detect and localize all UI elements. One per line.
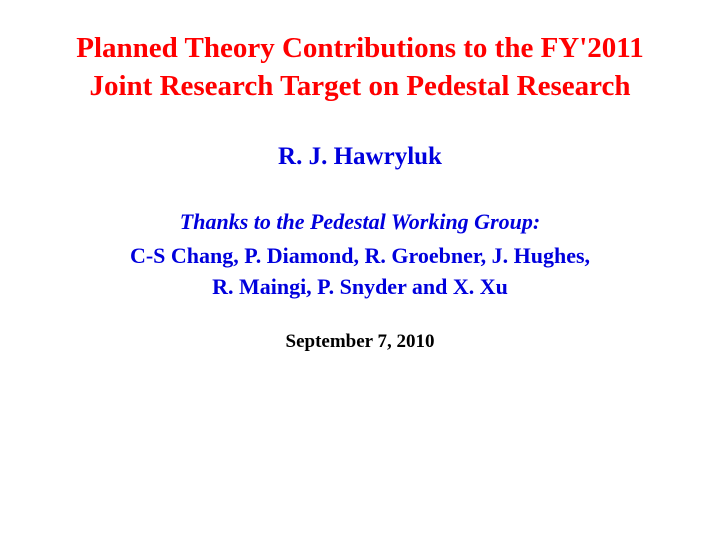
contributors-line-1: C-S Chang, P. Diamond, R. Groebner, J. H…	[130, 241, 590, 272]
contributors-block: C-S Chang, P. Diamond, R. Groebner, J. H…	[130, 241, 590, 303]
author-name: R. J. Hawryluk	[278, 143, 442, 171]
slide-title: Planned Theory Contributions to the FY'2…	[50, 30, 670, 105]
contributors-line-2: R. Maingi, P. Snyder and X. Xu	[130, 272, 590, 303]
slide-date: September 7, 2010	[286, 331, 435, 353]
slide-container: Planned Theory Contributions to the FY'2…	[0, 0, 720, 540]
thanks-line: Thanks to the Pedestal Working Group:	[180, 209, 540, 235]
